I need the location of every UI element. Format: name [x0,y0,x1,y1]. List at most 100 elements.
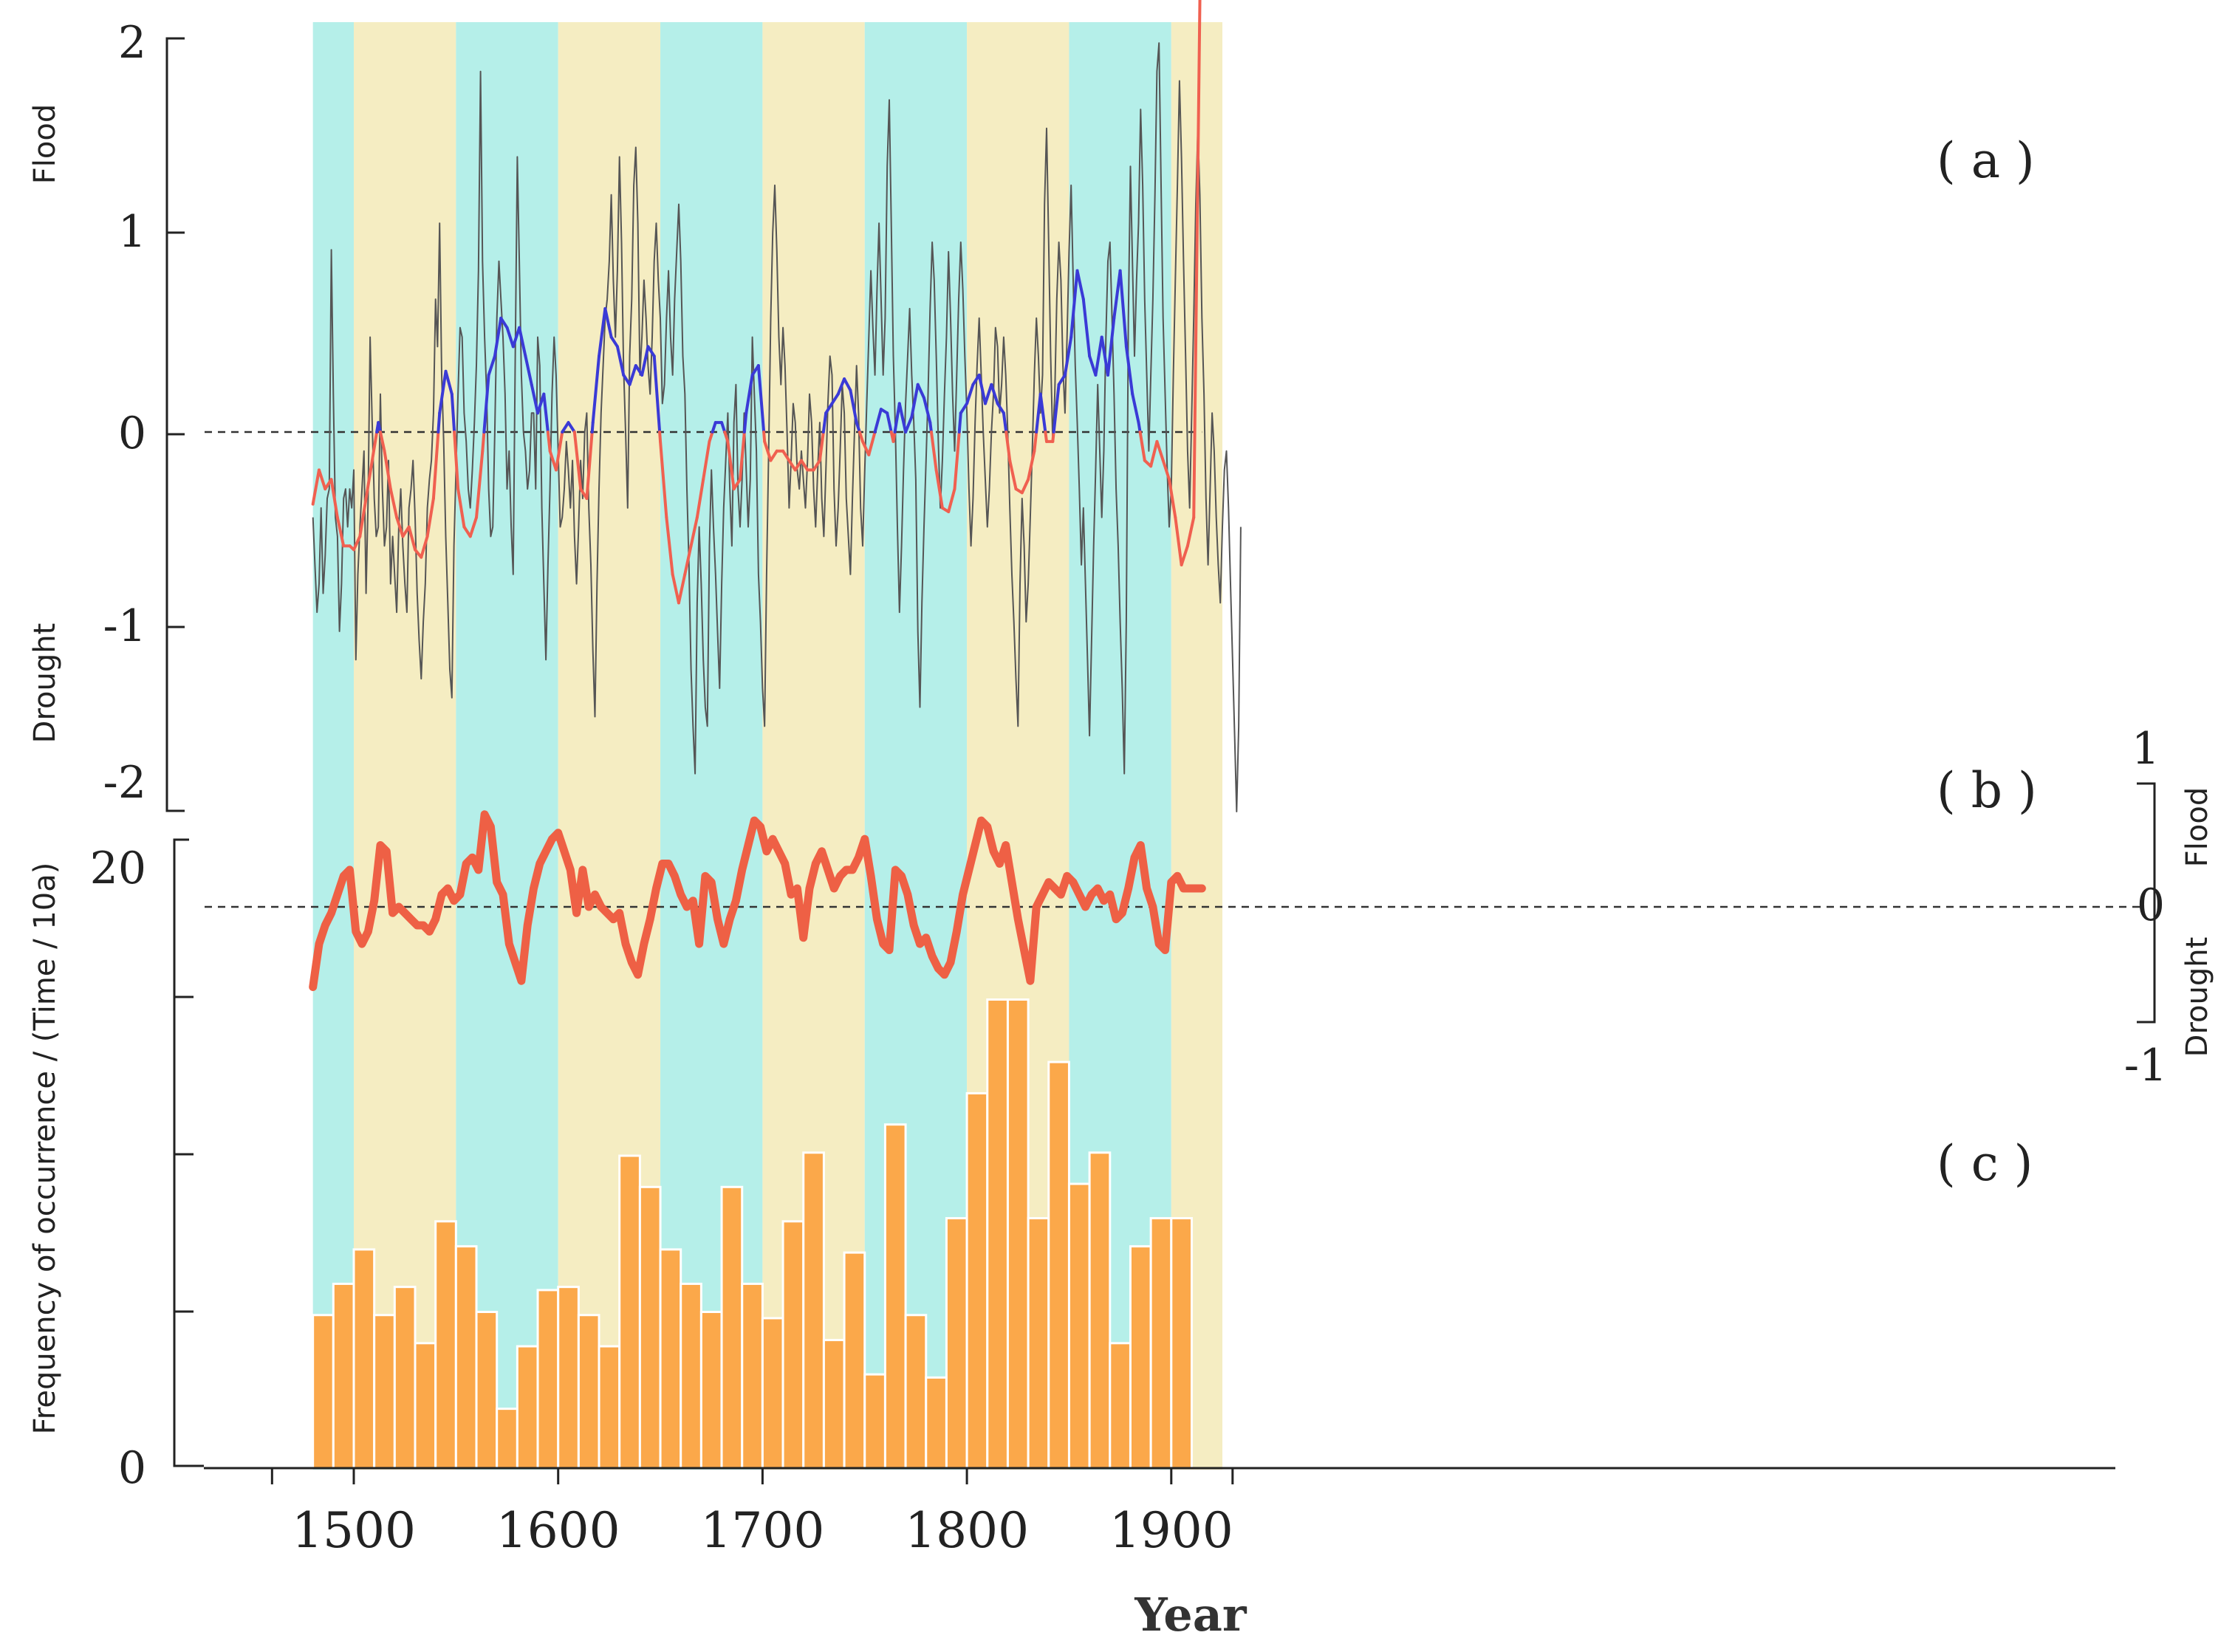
smoothed-segment-1680 [723,431,730,443]
panel-b-ytick-neg1: -1 [2124,1040,2167,1091]
smoothed-segment-1503 [358,496,368,538]
bar-1700 [761,1317,784,1470]
bar-1870 [1109,1342,1132,1470]
smoothed-segment-1512 [377,421,382,433]
bar-1850 [1067,1182,1091,1470]
smoothed-segment-1665 [689,515,699,548]
panel-label-b: ( b ) [1937,762,2037,819]
smoothed-segment-1608 [572,431,583,491]
bar-1590 [536,1289,560,1470]
smoothed-segment-1557 [468,515,479,538]
xtick-label-1500: 1500 [292,1502,416,1559]
panel-a-ytick-2: 2 [118,17,146,69]
smoothed-segment-1833 [1035,392,1042,433]
smoothed-segment-1635 [628,364,637,386]
bar-1770 [904,1314,928,1470]
smoothed-segment-1728 [821,411,828,433]
smoothed-segment-1770 [904,415,914,433]
smoothed-segment-1644 [646,345,656,358]
bar-1650 [659,1248,682,1470]
smoothed-segment-1518 [389,487,399,519]
smoothed-segment-1755 [873,408,883,433]
smoothed-segment-1740 [843,377,852,392]
panel-b-series [309,810,1206,991]
smoothed-segment-1701 [763,439,773,462]
smoothed-segment-1614 [585,431,594,500]
smoothed-index-series [311,0,1202,605]
smoothed-segment-1797 [959,402,969,415]
smoothed-segment-1884 [1138,431,1146,462]
smoothed-segment-1489 [329,478,339,519]
annual-index-line [312,42,1242,812]
bar-1620 [598,1345,621,1470]
smoothed-segment-1851 [1069,269,1079,339]
bar-1840 [1047,1060,1070,1470]
smoothed-segment-1818 [1002,411,1008,433]
smoothed-segment-1536 [425,496,435,538]
bar-1890 [1149,1217,1173,1470]
smoothed-segment-1743 [849,388,858,425]
smoothed-segment-1893 [1155,439,1165,462]
bar-1520 [393,1286,417,1470]
bar-1550 [454,1245,478,1470]
smoothed-segment-1527 [407,525,417,552]
smoothed-segment-1545 [444,369,453,396]
smoothed-segment-1483 [317,468,327,491]
smoothed-segment-1492 [335,515,346,548]
smoothed-segment-1902 [1174,515,1183,566]
smoothed-segment-1566 [487,354,496,377]
panel-a-ytick-0: 0 [118,408,146,459]
bar-1530 [414,1342,437,1470]
smoothed-segment-1581 [518,326,527,358]
smoothed-segment-1509 [370,431,379,462]
bar-1820 [1006,998,1030,1470]
smoothed-segment-1794 [957,411,962,433]
smoothed-segment-1857 [1081,298,1092,358]
smoothed-segment-1689 [742,411,748,433]
smoothed-segment-1623 [603,306,613,339]
smoothed-segment-1647 [652,354,662,433]
panel-b-line [309,810,1206,991]
bar-1660 [680,1282,702,1470]
smoothed-segment-1593 [542,392,550,433]
smoothed-segment-1782 [929,431,938,472]
bar-1750 [863,1373,886,1470]
smoothed-segment-1809 [984,383,993,405]
panel-c-ytick-0: 0 [118,1442,146,1494]
smoothed-segment-1548 [450,392,456,433]
smoothed-segment-1602 [561,421,570,433]
smoothed-segment-1686 [732,478,742,491]
bar-1570 [496,1408,518,1470]
smoothed-segment-1587 [530,383,540,415]
smoothed-segment-1533 [420,535,429,559]
smoothed-segment-1683 [726,439,736,491]
panel-b-flood-label: Flood [2180,787,2214,867]
panel-a-y-axis [165,37,185,812]
band-1550 [456,22,558,1470]
smoothed-segment-1620 [598,306,607,358]
smoothed-segment-1719 [799,459,810,472]
smoothed-segment-1875 [1118,269,1128,349]
bar-1640 [638,1185,662,1470]
smoothed-segment-1836 [1044,431,1049,443]
smoothed-segment-1563 [481,431,486,453]
smoothed-segment-1785 [934,468,944,510]
smoothed-segment-1572 [499,316,509,329]
smoothed-segment-1569 [493,316,503,358]
smoothed-segment-1596 [548,449,558,472]
smoothed-segment-1539 [437,411,442,433]
panel-b-y-axis [2137,782,2156,1024]
smoothed-segment-1845 [1057,373,1067,386]
smoothed-segment-1863 [1094,335,1103,377]
smoothed-segment-1512 [378,431,386,453]
bar-1630 [618,1154,641,1470]
smoothed-segment-1794 [953,431,961,491]
smoothed-segment-1908 [1185,515,1196,548]
smoothed-segment-1869 [1106,316,1116,377]
smoothed-segment-1749 [860,439,871,456]
smoothed-segment-1806 [977,373,988,405]
smoothed-segment-1842 [1052,383,1061,433]
smoothed-segment-1629 [615,345,626,377]
smoothed-segment-1626 [609,335,619,349]
smoothed-segment-1764 [891,431,897,443]
